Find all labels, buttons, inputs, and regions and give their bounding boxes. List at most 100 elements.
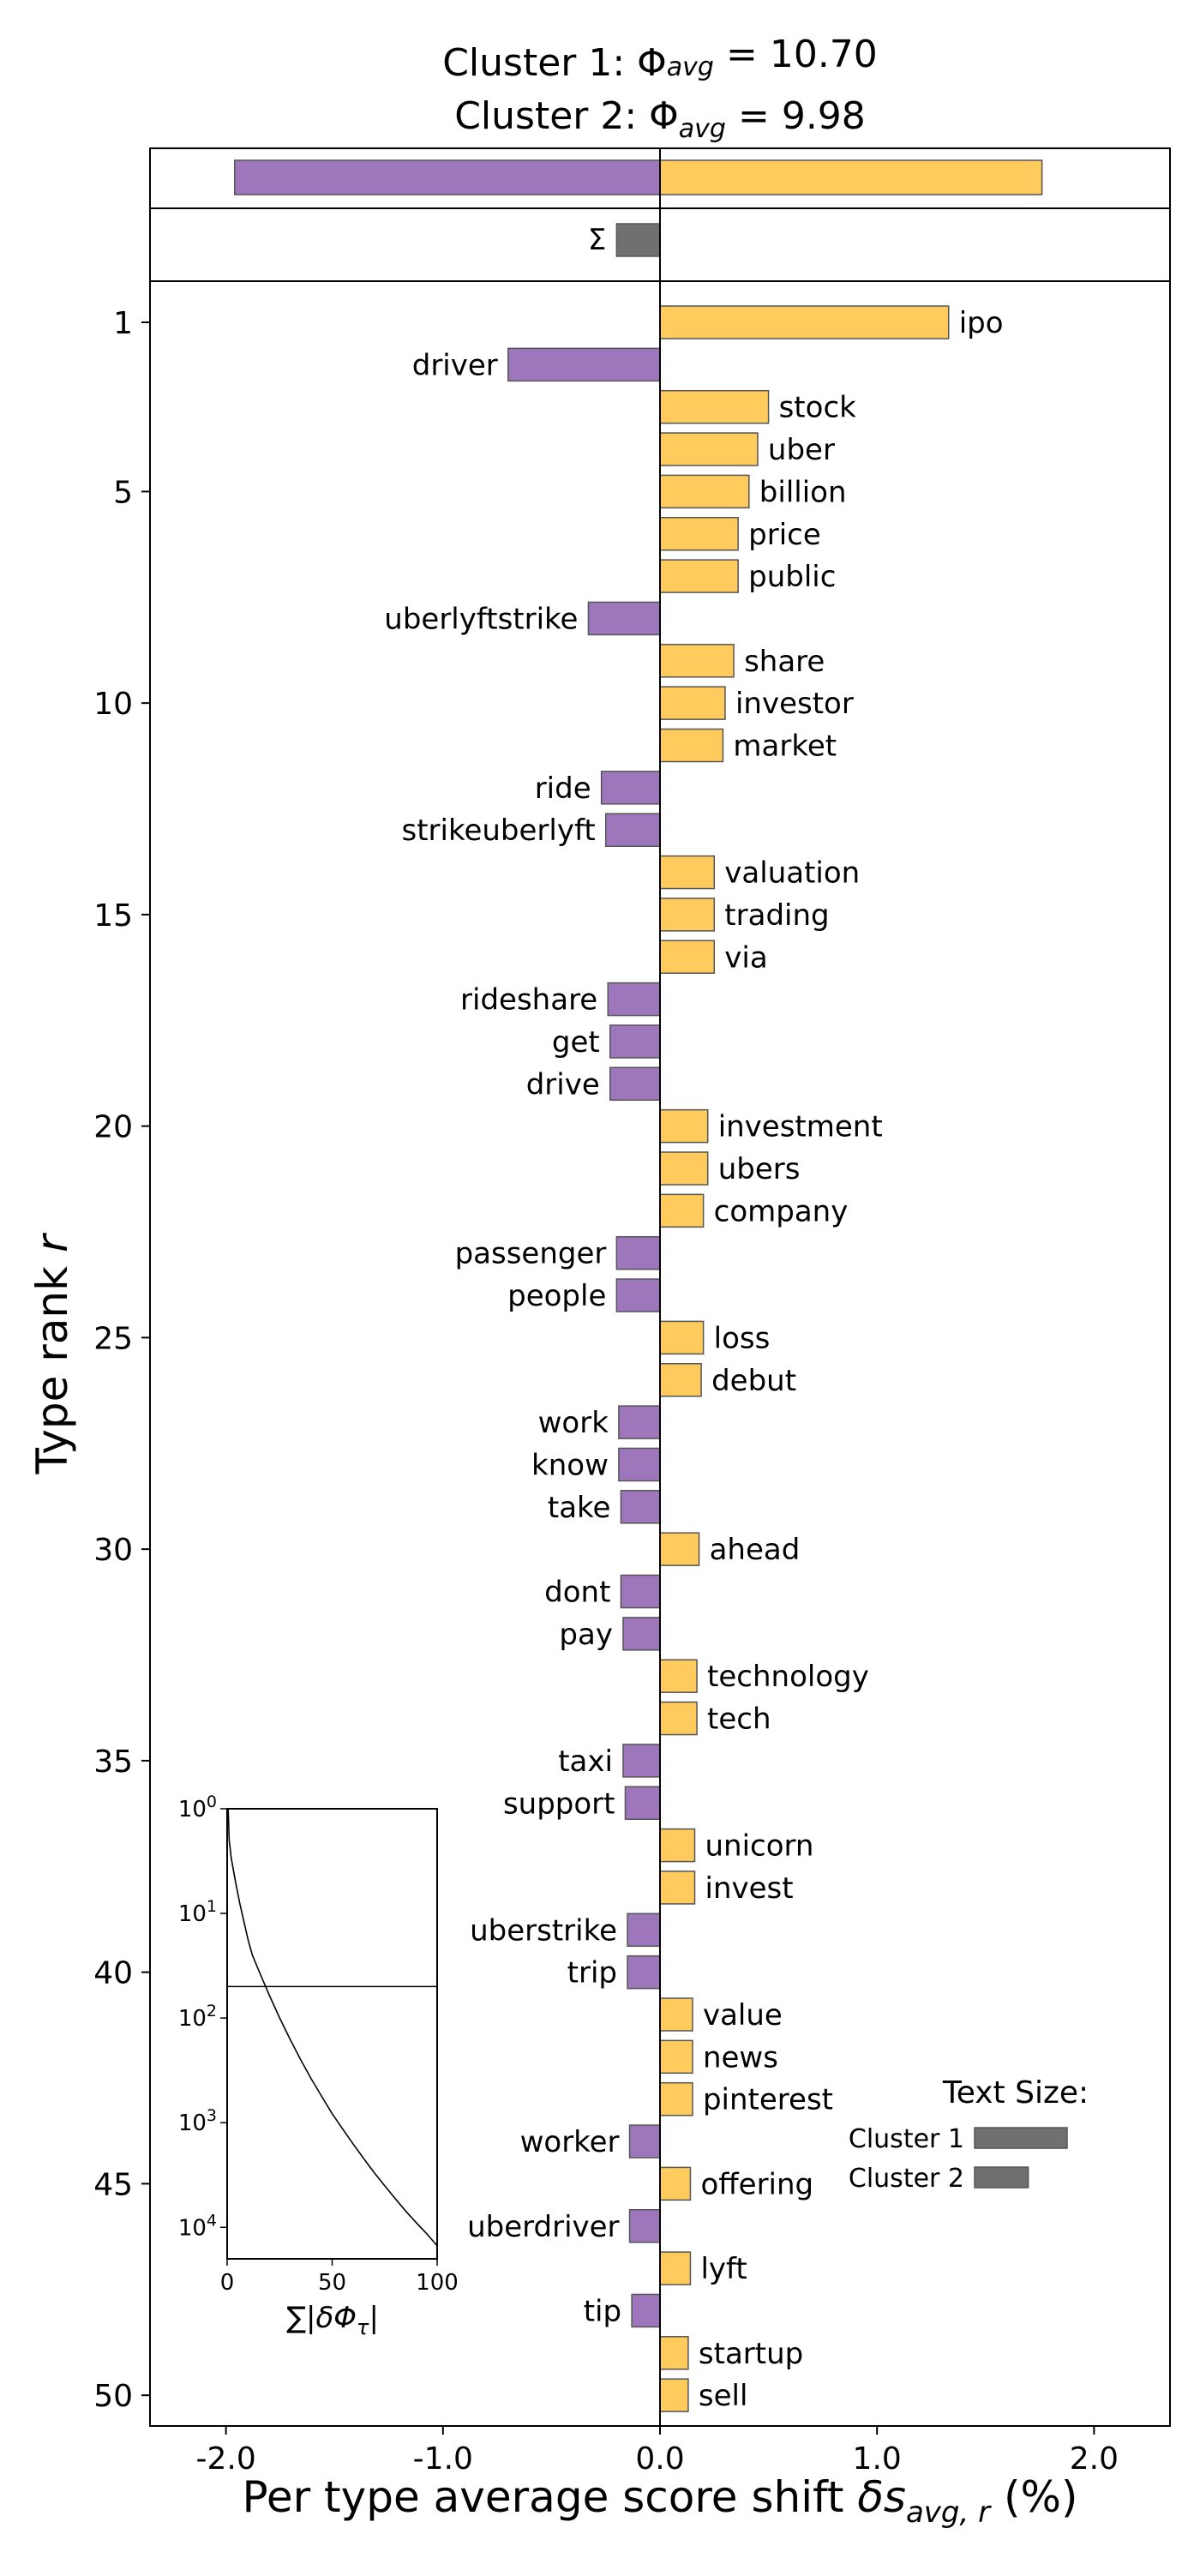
bar-uber [659,432,759,466]
word-label-trading: trading [724,898,829,933]
bar-ahead [659,1532,700,1566]
inset-x-label: ∑|δΦτ| [286,2301,379,2339]
rank-tick-label: 45 [93,2167,133,2202]
word-label-strikeuberlyft: strikeuberlyft [402,814,596,848]
inset-x-axis: 0 50 100 [220,2259,459,2296]
inset-y-tick-label: 100 [178,1792,217,1822]
bar-debut [659,1363,702,1397]
bar-offering [659,2166,692,2201]
word-label-pinterest: pinterest [703,2083,833,2117]
word-label-public: public [748,560,836,594]
total-positive-bar [659,159,1043,195]
inset-frame [226,1808,438,2260]
x-tick-label: -1.0 [413,2441,473,2477]
sigma-label: Σ [588,223,606,257]
bar-loss [659,1320,705,1355]
word-label-tech: tech [707,1702,771,1737]
bar-company [659,1193,705,1228]
bar-dont [620,1574,661,1609]
chart-title-line-1: Cluster 1: Φavg = 10.70 [442,33,878,85]
bar-via [659,940,716,974]
rank-tick-label: 1 [113,306,133,341]
bar-trading [659,898,716,932]
bar-drive [609,1066,661,1102]
legend-bar-cluster-2 [974,2166,1029,2189]
word-label-rideshare: rideshare [460,983,597,1018]
word-label-stock: stock [779,391,857,425]
bar-stock [659,389,770,424]
bar-get [609,1024,661,1059]
word-label-news: news [703,2040,778,2075]
legend-bar-cluster-1 [974,2127,1068,2149]
word-label-passenger: passenger [455,1237,607,1271]
bar-taxi [622,1744,661,1778]
word-label-share: share [744,645,825,679]
bar-uberdriver [628,2209,661,2243]
inset-x-tick-label: 50 [318,2270,346,2296]
inset-y-tick-label: 102 [178,2002,217,2032]
word-label-via: via [724,940,767,975]
bar-trip [627,1955,661,1990]
word-label-offering: offering [700,2167,813,2201]
bar-people [615,1278,661,1312]
bar-pay [622,1617,661,1651]
bar-passenger [615,1235,661,1270]
bar-tech [659,1701,698,1736]
rank-tick-label: 35 [93,1744,133,1780]
rank-tick-label: 50 [93,2379,133,2414]
bar-value [659,1997,693,2032]
word-label-people: people [507,1279,606,1313]
inset-y-tick-label: 104 [178,2211,217,2241]
word-label-value: value [703,1998,783,2033]
word-label-company: company [714,1194,849,1228]
x-tick-label: 2.0 [1070,2441,1119,2477]
word-label-taxi: taxi [558,1744,613,1779]
bars-layer [507,305,950,2412]
bar-investment [659,1108,709,1144]
bar-startup [659,2336,689,2370]
inset-cumulative-plot: 100 101 102 103 104 0 50 100 ∑|δΦτ| [178,1792,459,2339]
word-label-ubers: ubers [718,1152,801,1186]
word-label-drive: drive [526,1067,600,1102]
word-label-tip: tip [584,2294,621,2328]
y-axis-label: Type rank r [27,1232,77,1474]
word-label-pay: pay [559,1618,613,1652]
bar-driver [507,347,661,382]
word-label-uberlyftstrike: uberlyftstrike [384,602,578,636]
bar-unicorn [659,1828,696,1863]
x-tick-label: -2.0 [195,2441,255,2477]
inset-x-tick-label: 0 [220,2270,235,2296]
bar-rideshare [607,982,661,1017]
bar-take [620,1490,661,1524]
word-label-driver: driver [412,348,498,382]
word-label-work: work [538,1406,609,1440]
bar-support [624,1786,661,1820]
sigma-bar [615,223,661,257]
rank-tick-label: 40 [93,1956,133,1991]
word-label-loss: loss [714,1321,771,1355]
chart-title-line-2: Cluster 2: Φavg = 9.98 [454,94,866,144]
inset-x-tick-label: 100 [416,2270,459,2296]
word-labels-layer: ipo driver stock uber billion price public uber… [384,306,1003,2413]
bar-pinterest [659,2081,693,2117]
legend-label-cluster-1: Cluster 1 [849,2124,964,2154]
word-label-know: know [531,1448,609,1482]
main-panel: ipo driver stock uber billion price public uber… [93,280,1171,2477]
word-label-invest: invest [705,1871,794,1906]
inset-y-tick-label: 103 [178,2106,217,2136]
word-label-support: support [503,1786,615,1821]
word-label-dont: dont [544,1576,610,1610]
rank-tick-label: 5 [113,475,133,510]
inset-y-axis: 100 101 102 103 104 [178,1792,227,2241]
word-label-take: take [548,1491,611,1525]
inset-y-tick-label: 101 [178,1897,217,1927]
bar-lyft [659,2251,692,2285]
bar-invest [659,1870,696,1905]
word-label-market: market [733,730,837,764]
bar-public [659,559,739,593]
bar-worker [628,2124,661,2159]
word-label-ahead: ahead [710,1533,801,1567]
x-tick-label: 1.0 [853,2441,902,2477]
